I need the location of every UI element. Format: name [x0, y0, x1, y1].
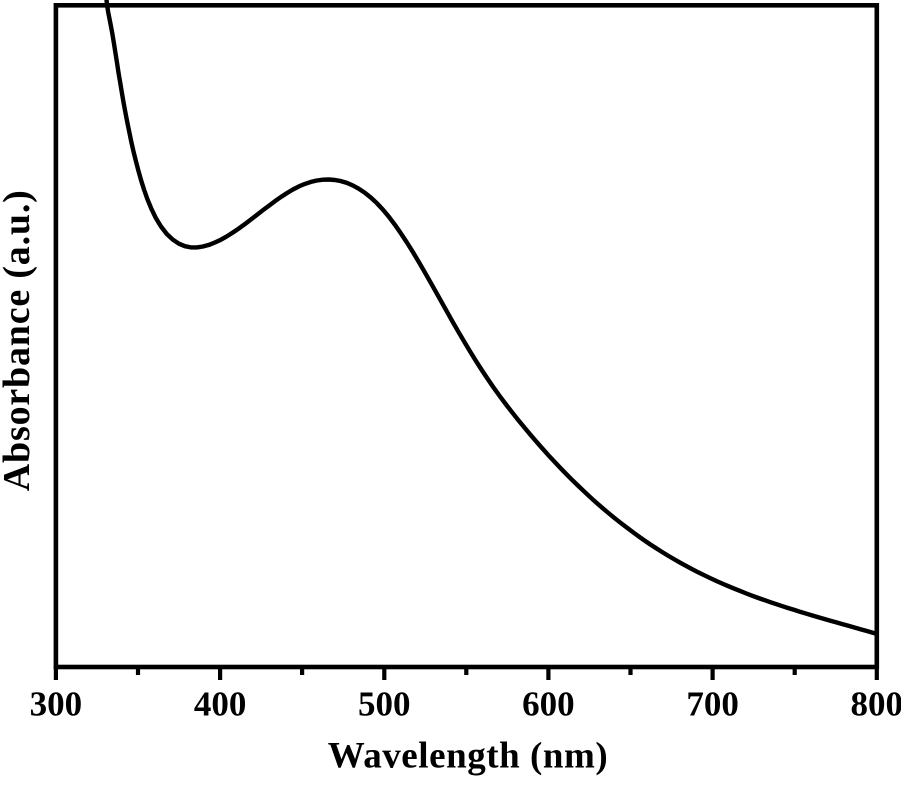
svg-text:300: 300	[30, 685, 83, 724]
svg-text:600: 600	[522, 685, 575, 724]
svg-text:700: 700	[686, 685, 739, 724]
svg-text:500: 500	[358, 685, 411, 724]
svg-text:Absorbance (a.u.): Absorbance (a.u.)	[0, 189, 38, 491]
svg-text:400: 400	[194, 685, 247, 724]
svg-text:Wavelength (nm): Wavelength (nm)	[328, 736, 609, 777]
svg-text:800: 800	[851, 685, 901, 724]
